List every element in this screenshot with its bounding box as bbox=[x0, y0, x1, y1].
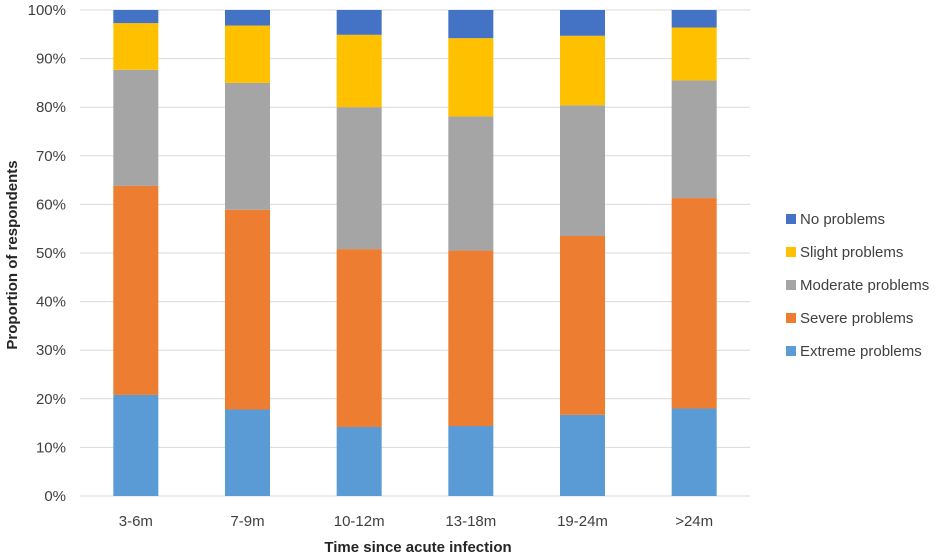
legend-label: Moderate problems bbox=[800, 277, 929, 294]
y-axis-title: Proportion of respondents bbox=[4, 160, 21, 349]
x-tick-label: 7-9m bbox=[230, 513, 264, 530]
bar-segments bbox=[113, 10, 717, 496]
legend-swatch bbox=[786, 214, 796, 224]
y-tick-label: 80% bbox=[36, 99, 66, 116]
y-tick-label: 60% bbox=[36, 196, 66, 213]
legend-label: Extreme problems bbox=[800, 343, 922, 360]
bar-segment bbox=[225, 82, 270, 210]
x-tick-label: 3-6m bbox=[119, 513, 153, 530]
legend-label: No problems bbox=[800, 211, 885, 228]
bar-segment bbox=[336, 249, 382, 427]
bar-segment bbox=[448, 426, 494, 496]
bar-segment bbox=[448, 38, 494, 117]
y-tick-label: 10% bbox=[36, 439, 66, 456]
bar-segment bbox=[448, 250, 494, 427]
legend-swatch bbox=[786, 346, 796, 356]
bar-segment bbox=[336, 10, 382, 35]
gridlines bbox=[80, 9, 750, 497]
bar-segment bbox=[336, 34, 382, 108]
bar-segment bbox=[448, 10, 494, 39]
bar-segment bbox=[113, 69, 159, 186]
legend-swatch bbox=[786, 247, 796, 257]
y-tick-label: 20% bbox=[36, 391, 66, 408]
x-tick-label: >24m bbox=[675, 513, 713, 530]
bar-segment bbox=[560, 105, 605, 236]
legend-label: Slight problems bbox=[800, 244, 903, 261]
y-tick-label: 30% bbox=[36, 342, 66, 359]
y-tick-label: 40% bbox=[36, 294, 66, 311]
bar-segment bbox=[336, 107, 382, 250]
bar-segment bbox=[448, 116, 494, 251]
bar-segment bbox=[113, 394, 159, 496]
bar-segment bbox=[225, 25, 270, 83]
x-tick-label: 10-12m bbox=[334, 513, 385, 530]
bar-segment bbox=[671, 408, 717, 496]
y-tick-label: 90% bbox=[36, 51, 66, 68]
bar-segment bbox=[225, 209, 270, 410]
legend-label: Severe problems bbox=[800, 310, 913, 327]
legend: No problems Slight problems Moderate probl… bbox=[786, 211, 929, 360]
y-tick-label: 50% bbox=[36, 245, 66, 262]
y-tick-label: 100% bbox=[28, 2, 66, 19]
bar-segment bbox=[560, 235, 605, 415]
bar-segment bbox=[671, 27, 717, 81]
y-tick-label: 0% bbox=[44, 488, 66, 505]
bar-segment bbox=[336, 426, 382, 496]
bar-segment bbox=[671, 198, 717, 409]
bar-segment bbox=[225, 10, 270, 26]
bar-segment bbox=[113, 10, 159, 24]
y-tick-label: 70% bbox=[36, 148, 66, 165]
legend-swatch bbox=[786, 313, 796, 323]
bar-segment bbox=[560, 414, 605, 496]
bar-segment bbox=[113, 23, 159, 70]
x-axis-tick-labels: 3-6m 7-9m 10-12m 13-18m 19-24m >24m bbox=[119, 513, 713, 530]
x-tick-label: 19-24m bbox=[557, 513, 608, 530]
bar-segment bbox=[671, 10, 717, 28]
y-axis-tick-labels: 0% 10% 20% 30% 40% 50% 60% 70% 80% 90% 100% bbox=[28, 2, 66, 505]
bar-segment bbox=[113, 185, 159, 395]
x-tick-label: 13-18m bbox=[445, 513, 496, 530]
x-axis-title: Time since acute infection bbox=[324, 539, 511, 556]
bar-segment bbox=[560, 35, 605, 106]
bar-segment bbox=[671, 80, 717, 199]
legend-swatch bbox=[786, 280, 796, 290]
bar-segment bbox=[560, 10, 605, 36]
bar-segment bbox=[225, 409, 270, 496]
